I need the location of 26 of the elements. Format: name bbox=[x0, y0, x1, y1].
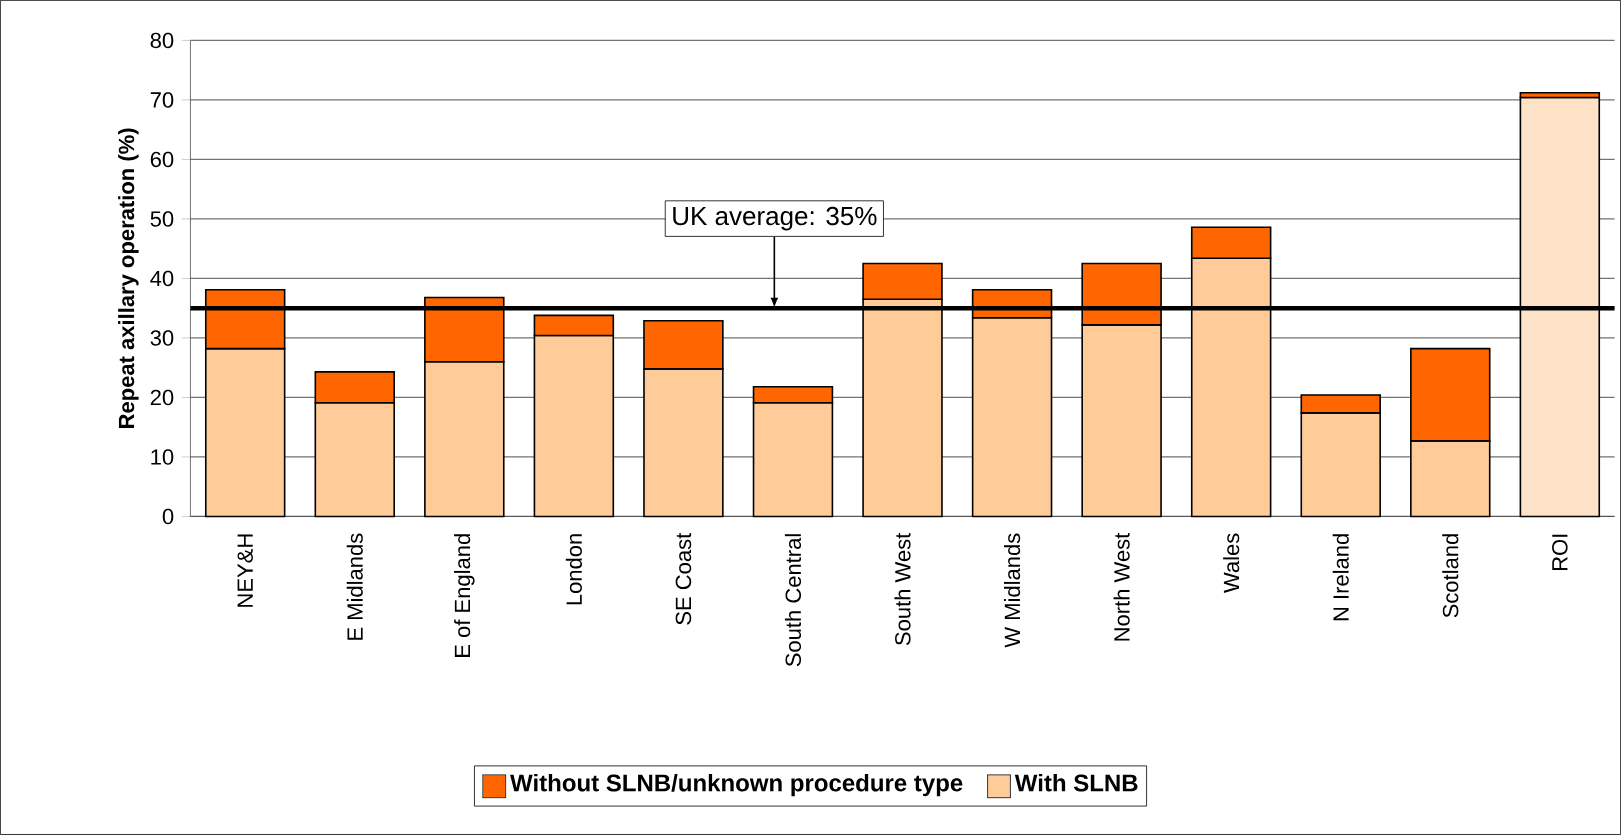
y-tick-label: 30 bbox=[150, 330, 174, 346]
x-tick-label: North West bbox=[1113, 532, 1130, 641]
x-tick-label: N Ireland bbox=[1332, 534, 1349, 621]
legend-label: Without SLNB/unknown procedure type bbox=[510, 773, 963, 797]
x-tick-label: SE Coast bbox=[675, 532, 692, 625]
x-tick-label: Scotland bbox=[1442, 534, 1459, 618]
y-axis-title: Repeat axillary operation (%) bbox=[118, 128, 139, 429]
x-tick-label: W Midlands bbox=[1004, 533, 1021, 648]
x-tick-label: E Midlands bbox=[346, 533, 363, 640]
y-tick-label: 60 bbox=[150, 151, 174, 168]
x-tick-label: Wales bbox=[1223, 533, 1240, 593]
y-tick-label: 10 bbox=[151, 449, 174, 465]
y-tick-label: 50 bbox=[150, 211, 174, 227]
ref-line-label: UK average: 35% bbox=[673, 206, 877, 231]
x-tick-label: ROI bbox=[1552, 534, 1568, 571]
x-tick-label: E of England bbox=[454, 534, 475, 657]
x-tick-label: South Central bbox=[784, 534, 802, 667]
x-tick-label: London bbox=[565, 534, 582, 605]
y-tick-label: 70 bbox=[150, 92, 174, 108]
legend-label: With SLNB bbox=[1014, 773, 1138, 792]
y-tick-label: 0 bbox=[162, 508, 174, 525]
y-tick-label: 20 bbox=[150, 389, 174, 406]
y-tick-label: 80 bbox=[150, 32, 174, 49]
x-tick-label: NEY&H bbox=[237, 534, 253, 607]
x-tick-label: South West bbox=[894, 532, 911, 646]
y-tick-label: 40 bbox=[150, 270, 174, 287]
